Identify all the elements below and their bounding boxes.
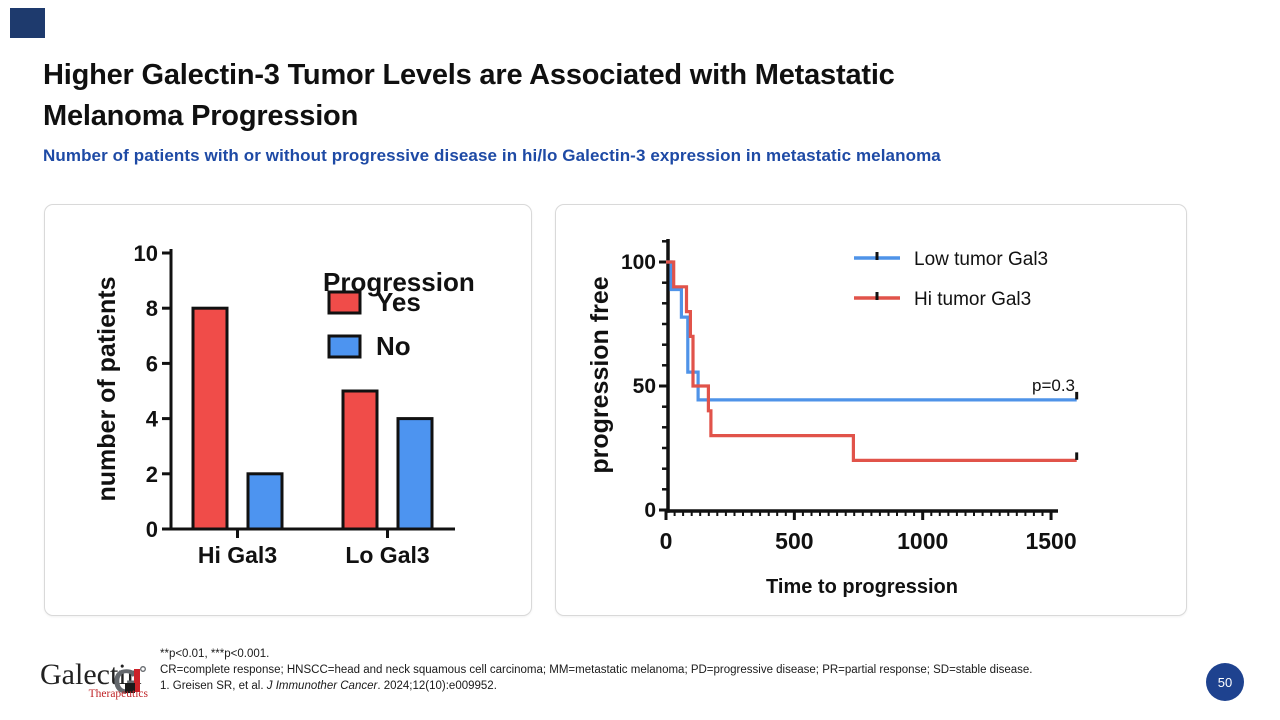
footnotes: **p<0.01, ***p<0.001. CR=complete respon…	[160, 646, 1033, 694]
svg-text:500: 500	[775, 528, 813, 554]
footnote-reference: 1. Greisen SR, et al. J Immunother Cance…	[160, 680, 497, 692]
svg-text:0: 0	[146, 517, 158, 542]
corner-accent	[10, 8, 45, 38]
svg-text:Yes: Yes	[376, 287, 421, 317]
svg-text:8: 8	[146, 296, 158, 321]
svg-text:p=0.3: p=0.3	[1032, 376, 1075, 395]
km-chart-panel: 0 50 100 0 500 1000 1500 progression free Time t…	[555, 204, 1187, 616]
svg-text:Hi tumor Gal3: Hi tumor Gal3	[914, 289, 1031, 310]
svg-text:6: 6	[146, 351, 158, 376]
svg-text:50: 50	[633, 375, 656, 398]
logo-subtext: Therapeutics	[88, 688, 148, 700]
bar-chart-panel: 0 2 4 6 8 10 Hi Gal3 Lo Gal3 number of patients P…	[44, 204, 532, 616]
svg-text:number of patients: number of patients	[93, 276, 121, 501]
footnote-pvalues: **p<0.01, ***p<0.001.	[160, 648, 270, 660]
svg-text:Low tumor Gal3: Low tumor Gal3	[914, 249, 1048, 270]
slide-title: Higher Galectin-3 Tumor Levels are Assoc…	[43, 55, 895, 137]
svg-text:0: 0	[660, 528, 673, 554]
svg-text:progression free: progression free	[586, 276, 614, 473]
slide-title-line2: Melanoma Progression	[43, 100, 359, 132]
footnote-abbreviations: CR=complete response; HNSCC=head and nec…	[160, 664, 1033, 676]
logo-gt-icon: G	[113, 663, 146, 701]
svg-text:10: 10	[134, 241, 158, 266]
svg-text:Hi Gal3: Hi Gal3	[198, 542, 277, 568]
svg-text:No: No	[376, 331, 411, 361]
slide-title-line1: Higher Galectin-3 Tumor Levels are Assoc…	[43, 59, 895, 91]
logo-wordmark: Galectin	[40, 658, 142, 691]
svg-text:2: 2	[146, 462, 158, 487]
svg-text:Time to progression: Time to progression	[766, 576, 958, 598]
slide-subtitle: Number of patients with or without progr…	[43, 146, 941, 165]
svg-text:4: 4	[146, 407, 159, 432]
svg-text:Lo Gal3: Lo Gal3	[345, 542, 429, 568]
page-number-badge: 50	[1206, 663, 1244, 701]
svg-text:1000: 1000	[897, 528, 948, 554]
company-logo: Galectin G Therapeutics	[38, 658, 198, 708]
svg-text:100: 100	[621, 251, 656, 274]
svg-text:0: 0	[644, 499, 656, 522]
svg-text:1500: 1500	[1025, 528, 1076, 554]
